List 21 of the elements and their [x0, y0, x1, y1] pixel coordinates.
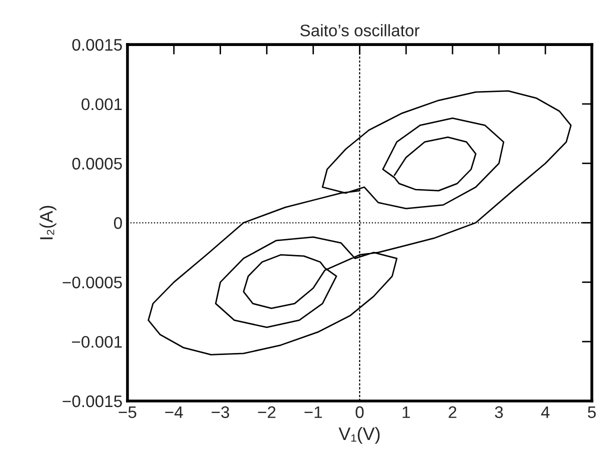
- x-tick-label: 1: [402, 406, 410, 418]
- y-tick-label: −0.0005: [62, 276, 122, 288]
- x-tick-label: 2: [448, 406, 456, 418]
- x-tick-label: −5: [118, 406, 136, 418]
- x-tick-label: 3: [494, 406, 503, 418]
- x-tick-label: 0: [356, 406, 364, 418]
- x-tick-label: 4: [541, 406, 550, 418]
- x-axis-title: V₁(V): [338, 426, 380, 444]
- y-tick-label: 0.0015: [72, 38, 122, 51]
- y-tick-label: 0: [114, 217, 122, 229]
- x-tick-label: −3: [212, 406, 230, 418]
- y-tick-label: −0.0015: [62, 395, 122, 408]
- x-tick-label: −1: [304, 406, 322, 418]
- y-tick-label: 0.0005: [72, 158, 122, 170]
- y-tick-label: 0.001: [82, 98, 122, 110]
- x-tick-label: 5: [588, 406, 596, 418]
- x-tick-label: −4: [165, 406, 183, 418]
- x-tick-label: −2: [258, 406, 276, 418]
- y-axis-title: I₂(A): [40, 206, 56, 240]
- y-tick-label: −0.001: [72, 336, 122, 348]
- chart-title: Saito’s oscillator: [300, 24, 420, 36]
